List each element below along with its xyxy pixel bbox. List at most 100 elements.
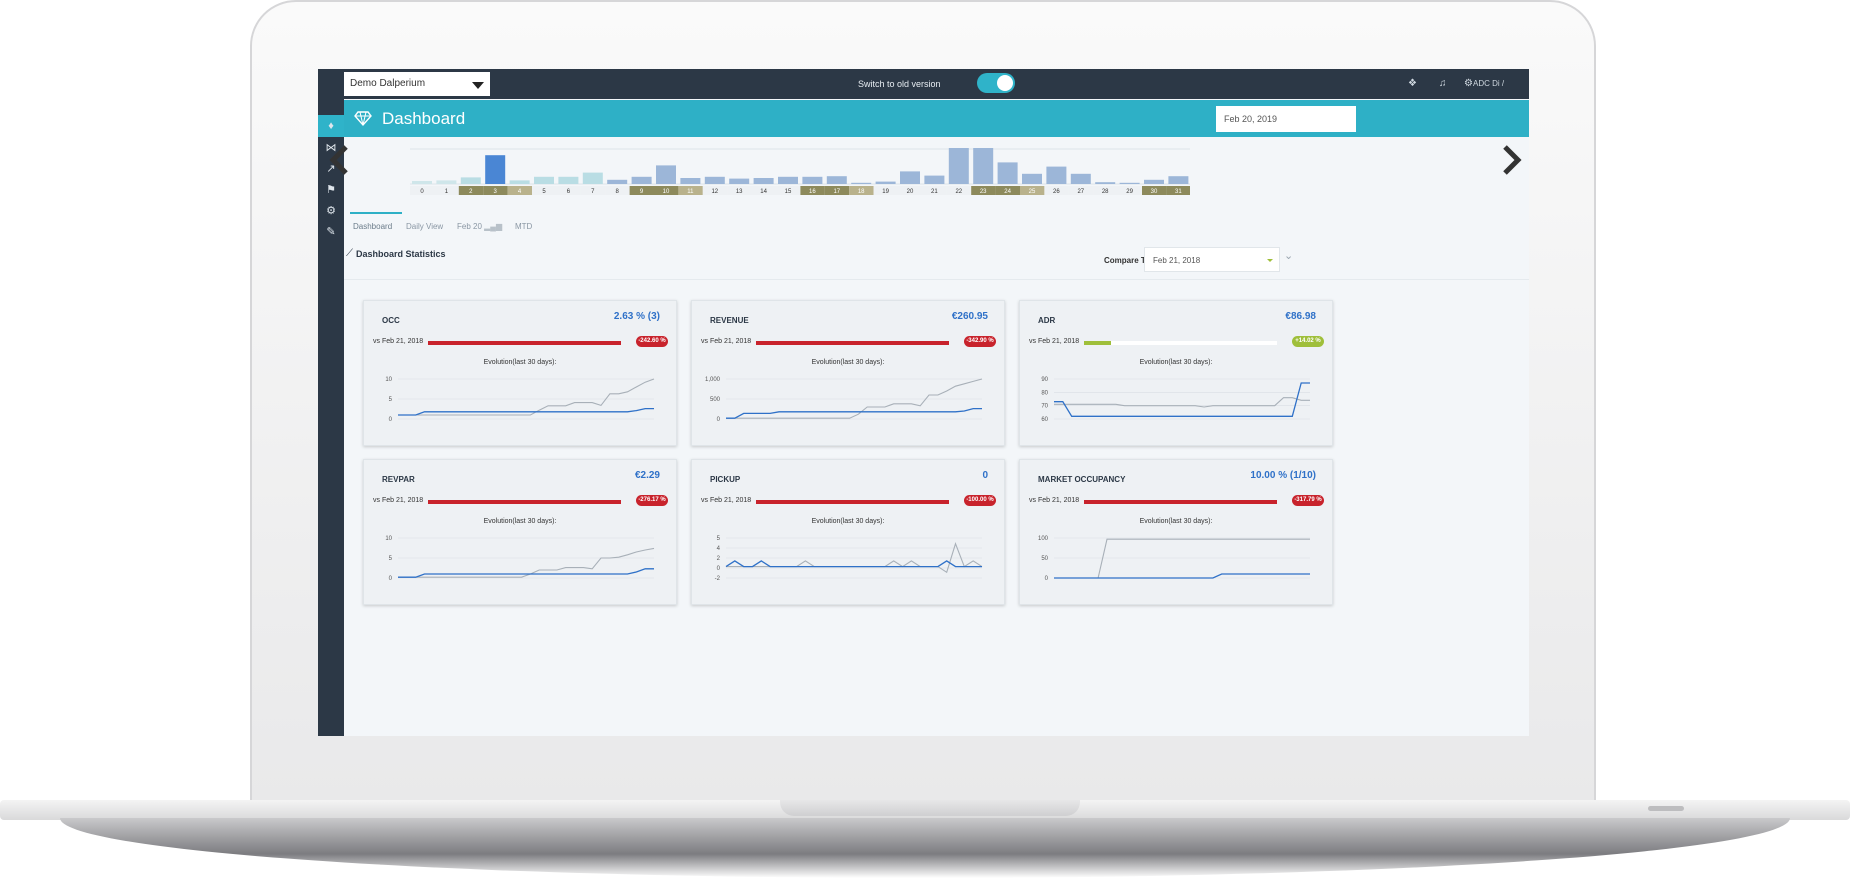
- chart-y-tick: 5: [717, 536, 721, 542]
- day-label[interactable]: 24: [1004, 189, 1011, 195]
- day-label[interactable]: 14: [760, 189, 767, 195]
- occupancy-bar[interactable]: [948, 148, 969, 184]
- day-label[interactable]: 21: [931, 189, 938, 195]
- settings-icon[interactable]: ⚙: [1464, 78, 1473, 89]
- day-label[interactable]: 11: [687, 189, 694, 195]
- day-label[interactable]: 31: [1175, 189, 1182, 195]
- day-label[interactable]: 5: [542, 189, 546, 195]
- occupancy-bar[interactable]: [485, 155, 506, 184]
- occupancy-bar[interactable]: [1119, 182, 1140, 184]
- occupancy-bar[interactable]: [924, 175, 945, 184]
- day-label[interactable]: 2: [469, 189, 473, 195]
- occupancy-bar[interactable]: [607, 179, 628, 184]
- occupancy-bar[interactable]: [680, 178, 701, 184]
- occupancy-bar[interactable]: [1168, 176, 1189, 184]
- occupancy-calendar-chart[interactable]: 0 1 2 3 4 5 6 7 8 9 10 11 12 13 14 15 16 17 18 19 20 21 22 23 24…: [410, 141, 1190, 199]
- day-label[interactable]: 16: [809, 189, 816, 195]
- day-label[interactable]: 10: [663, 189, 670, 195]
- switch-version-toggle[interactable]: [977, 73, 1015, 93]
- tab-dashboard[interactable]: Dashboard: [353, 222, 393, 231]
- chart-y-tick: 5: [389, 556, 393, 562]
- day-label[interactable]: 1: [445, 189, 449, 195]
- day-label[interactable]: 15: [785, 189, 792, 195]
- occupancy-bar[interactable]: [631, 176, 652, 184]
- day-label[interactable]: 18: [858, 189, 865, 195]
- card-evolution-label: Evolution(last 30 days):: [1139, 518, 1213, 525]
- occupancy-bar[interactable]: [704, 176, 725, 184]
- sidebar-item-tools[interactable]: ✎: [318, 221, 344, 243]
- bell-icon[interactable]: ♫: [1439, 78, 1447, 89]
- day-label[interactable]: 3: [494, 189, 498, 195]
- kpi-card-pickup[interactable]: PICKUP 0 vs Feb 21, 2018 -100.00 % Evolution…: [691, 459, 1005, 605]
- day-label[interactable]: 22: [955, 189, 962, 195]
- date-picker[interactable]: Feb 20, 2019: [1216, 106, 1356, 132]
- layers-icon[interactable]: ❖: [1408, 78, 1417, 89]
- occupancy-bar[interactable]: [997, 162, 1018, 184]
- day-label[interactable]: 6: [567, 189, 571, 195]
- day-label[interactable]: 17: [833, 189, 840, 195]
- occupancy-bar[interactable]: [582, 172, 603, 184]
- occupancy-bar[interactable]: [753, 178, 774, 184]
- card-value: 10.00 % (1/10): [1250, 470, 1316, 481]
- occupancy-bar[interactable]: [778, 176, 798, 184]
- occupancy-bar[interactable]: [1095, 182, 1116, 184]
- occupancy-bar[interactable]: [875, 181, 896, 184]
- sidebar-item-trends[interactable]: ↗: [318, 158, 344, 180]
- day-label[interactable]: 20: [907, 189, 914, 195]
- occupancy-bar[interactable]: [802, 176, 823, 184]
- occupancy-bar[interactable]: [826, 176, 847, 184]
- tab-daily-view[interactable]: Daily View: [406, 222, 444, 231]
- chevron-left-icon[interactable]: [326, 145, 356, 175]
- kpi-card-revpar[interactable]: REVPAR €2.29 vs Feb 21, 2018 -276.17 % Evolu…: [363, 459, 677, 605]
- occupancy-bar[interactable]: [1144, 179, 1164, 184]
- compare-series-line: [1054, 397, 1310, 408]
- day-label[interactable]: 8: [616, 189, 620, 195]
- kpi-card-occ[interactable]: OCC 2.63 % (3) vs Feb 21, 2018 -242.60 % Evo…: [363, 300, 677, 446]
- day-label[interactable]: 4: [518, 189, 522, 195]
- kpi-card-revenue[interactable]: REVENUE €260.95 vs Feb 21, 2018 -342.90 % Ev…: [691, 300, 1005, 446]
- occupancy-bar[interactable]: [558, 176, 579, 184]
- sidebar-item-flags[interactable]: ⚑: [318, 179, 344, 201]
- tab-mtd[interactable]: MTD: [515, 222, 533, 231]
- day-label[interactable]: 13: [736, 189, 743, 195]
- day-label[interactable]: 0: [420, 189, 424, 195]
- occupancy-bar[interactable]: [656, 165, 676, 184]
- property-select[interactable]: Demo Dalperium: [344, 72, 490, 96]
- current-series-line: [398, 568, 654, 578]
- compare-label: Compare To:: [1104, 256, 1153, 265]
- occupancy-bar[interactable]: [534, 176, 554, 184]
- day-label[interactable]: 19: [882, 189, 889, 195]
- user-menu[interactable]: ADC Di / Exilons: [1473, 79, 1505, 118]
- chevron-right-icon[interactable]: [1495, 145, 1525, 175]
- occupancy-bar[interactable]: [436, 180, 457, 184]
- occupancy-bar[interactable]: [1070, 173, 1091, 184]
- kpi-card-adr[interactable]: ADR €86.98 vs Feb 21, 2018 +14.02 % Evolutio…: [1019, 300, 1333, 446]
- kpi-card-market[interactable]: MARKET OCCUPANCY 10.00 % (1/10) vs Feb 21,…: [1019, 459, 1333, 605]
- day-label[interactable]: 27: [1077, 189, 1084, 195]
- sidebar-item-rooms[interactable]: ⋈: [318, 137, 344, 159]
- sidebar-item-settings[interactable]: ⚙: [318, 200, 344, 222]
- chevron-down-icon[interactable]: ⌄: [1284, 250, 1294, 262]
- occupancy-bar[interactable]: [973, 148, 994, 184]
- occupancy-bar[interactable]: [412, 181, 432, 184]
- day-label[interactable]: 26: [1053, 189, 1060, 195]
- occupancy-bar[interactable]: [851, 182, 872, 184]
- occupancy-bar[interactable]: [509, 180, 530, 184]
- day-label[interactable]: 7: [591, 189, 595, 195]
- occupancy-bar[interactable]: [460, 177, 481, 184]
- day-label[interactable]: 9: [640, 189, 644, 195]
- day-label[interactable]: 12: [711, 189, 718, 195]
- day-label[interactable]: 30: [1151, 189, 1158, 195]
- occupancy-bar[interactable]: [729, 178, 750, 184]
- occupancy-bar[interactable]: [1046, 166, 1067, 184]
- day-label[interactable]: 29: [1126, 189, 1133, 195]
- day-label[interactable]: 28: [1102, 189, 1109, 195]
- compare-date-select[interactable]: Feb 21, 2018: [1144, 247, 1280, 272]
- tab-feb-20[interactable]: Feb 20 ▂▄▆: [457, 222, 502, 231]
- day-label[interactable]: 23: [980, 189, 987, 195]
- sidebar-item-dashboard[interactable]: ♦: [318, 115, 344, 137]
- occupancy-bar[interactable]: [1022, 173, 1042, 184]
- occupancy-bar[interactable]: [900, 171, 920, 184]
- card-compare-label: vs Feb 21, 2018: [373, 338, 424, 345]
- day-label[interactable]: 25: [1029, 189, 1036, 195]
